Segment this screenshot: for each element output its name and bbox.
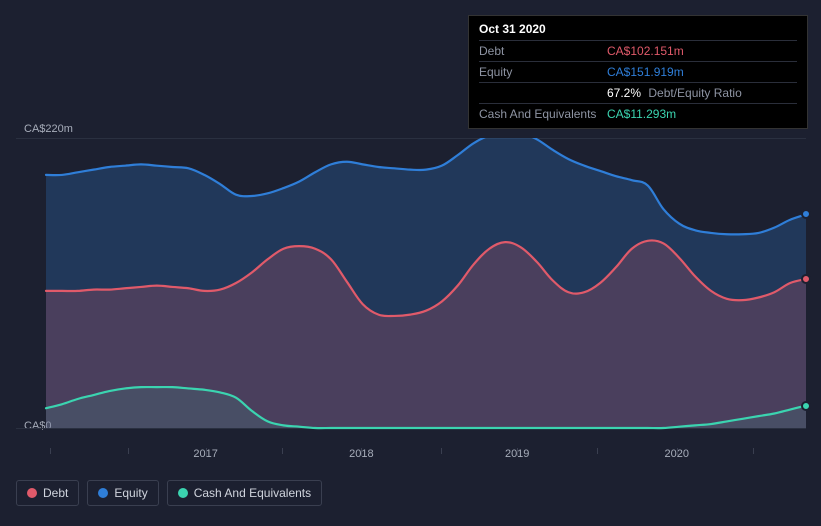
legend-label: Debt [43, 486, 68, 500]
tooltip-label [479, 86, 607, 100]
tooltip-row-equity: Equity CA$151.919m [479, 61, 797, 82]
cash-end-marker [801, 401, 811, 411]
legend-item-debt[interactable]: Debt [16, 480, 79, 506]
x-axis-tick-mark [517, 448, 518, 456]
debt-end-marker [801, 274, 811, 284]
tooltip-value: 67.2% [607, 86, 641, 100]
legend-dot-icon [178, 488, 188, 498]
tooltip-value: CA$151.919m [607, 65, 684, 79]
x-axis-minor-tick [128, 448, 129, 454]
x-axis-minor-tick [597, 448, 598, 454]
legend-item-equity[interactable]: Equity [87, 480, 158, 506]
tooltip-label: Equity [479, 65, 607, 79]
tooltip-label: Cash And Equivalents [479, 107, 607, 121]
chart-legend: Debt Equity Cash And Equivalents [16, 480, 322, 506]
tooltip-row-cash: Cash And Equivalents CA$11.293m [479, 103, 797, 124]
chart-tooltip: Oct 31 2020 Debt CA$102.151m Equity CA$1… [468, 15, 808, 129]
area-chart-svg [16, 138, 806, 448]
x-axis-minor-tick [50, 448, 51, 454]
x-axis-tick-mark [677, 448, 678, 456]
x-axis: 2017201820192020 [16, 448, 806, 468]
legend-dot-icon [27, 488, 37, 498]
x-axis-tick-mark [361, 448, 362, 456]
legend-label: Equity [114, 486, 147, 500]
tooltip-row-ratio: 67.2% Debt/Equity Ratio [479, 82, 797, 103]
equity-end-marker [801, 209, 811, 219]
x-axis-minor-tick [282, 448, 283, 454]
tooltip-label: Debt [479, 44, 607, 58]
legend-label: Cash And Equivalents [194, 486, 311, 500]
x-axis-minor-tick [753, 448, 754, 454]
tooltip-row-debt: Debt CA$102.151m [479, 40, 797, 61]
legend-item-cash-and-equivalents[interactable]: Cash And Equivalents [167, 480, 322, 506]
tooltip-suffix: Debt/Equity Ratio [648, 86, 741, 100]
tooltip-value: CA$102.151m [607, 44, 684, 58]
x-axis-tick-mark [206, 448, 207, 456]
y-axis-max-label: CA$220m [24, 123, 73, 135]
tooltip-value: CA$11.293m [607, 107, 676, 121]
x-axis-minor-tick [441, 448, 442, 454]
legend-dot-icon [98, 488, 108, 498]
tooltip-date: Oct 31 2020 [479, 22, 797, 36]
chart-plot-area[interactable] [16, 138, 806, 448]
